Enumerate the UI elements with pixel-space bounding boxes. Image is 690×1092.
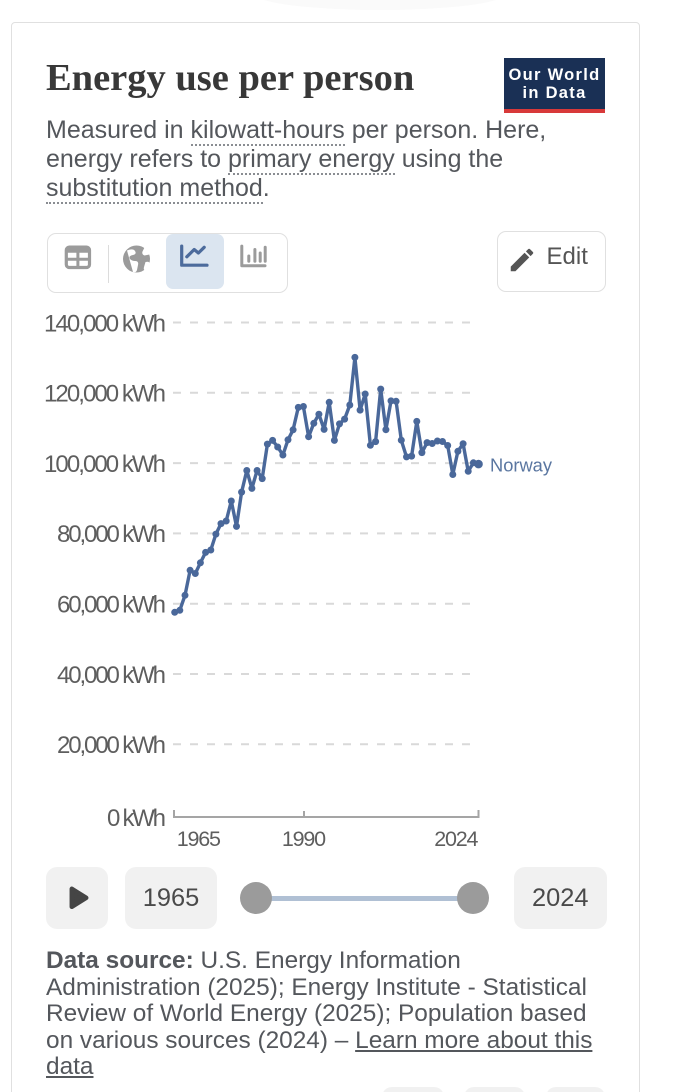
svg-text:1965: 1965: [177, 827, 221, 851]
svg-text:40,000 kWh: 40,000 kWh: [57, 662, 166, 689]
svg-text:Norway: Norway: [490, 455, 553, 476]
svg-text:120,000 kWh: 120,000 kWh: [44, 381, 166, 408]
svg-text:140,000 kWh: 140,000 kWh: [44, 310, 166, 337]
svg-text:80,000 kWh: 80,000 kWh: [57, 521, 166, 548]
svg-text:1990: 1990: [282, 827, 326, 851]
svg-text:0 kWh: 0 kWh: [107, 805, 166, 832]
svg-text:2024: 2024: [434, 827, 478, 851]
svg-text:20,000 kWh: 20,000 kWh: [57, 732, 166, 759]
svg-text:100,000 kWh: 100,000 kWh: [44, 451, 166, 478]
svg-text:60,000 kWh: 60,000 kWh: [57, 592, 166, 619]
